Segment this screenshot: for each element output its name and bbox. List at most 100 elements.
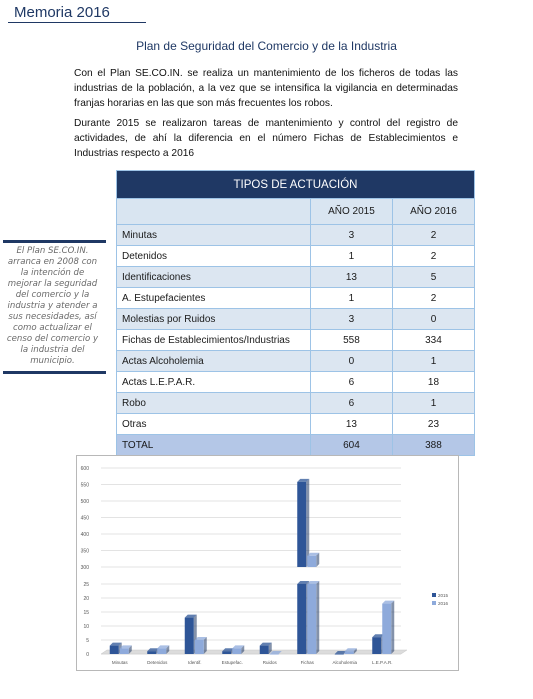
total-label: TOTAL [116,434,311,456]
table-header-empty [116,198,311,225]
sidebar-callout: El Plan SE.CO.IN. arranca en 2008 con la… [3,240,106,374]
bar-2016-side [203,637,207,654]
bar-2016-side [241,645,245,654]
row-value-2015: 13 [309,413,393,435]
bar-2016-top [194,637,207,640]
table-total-row: TOTAL 604 388 [116,434,476,456]
bar-2016-side [353,648,357,654]
table-row: Molestias por Ruidos 3 0 [116,308,476,330]
bar-2015-top [334,651,347,654]
bar-2015 [222,651,232,654]
table-header-row: AÑO 2015 AÑO 2016 [116,198,476,225]
row-value-2015: 0 [309,350,393,372]
column-header-2015: AÑO 2015 [309,198,393,225]
row-value-2015: 558 [309,329,393,351]
bar-2016 [119,648,129,654]
row-value-2016: 2 [391,245,476,267]
y-tick-label: 0 [86,652,89,658]
bar-2016-top [344,648,357,652]
bar-2016 [307,584,317,654]
table-row: Otras 13 23 [116,413,476,435]
row-label: Molestias por Ruidos [116,308,311,330]
table-row: Identificaciones 13 5 [116,266,476,288]
bar-2016-top [232,645,245,649]
y-tick-label: 300 [81,565,90,571]
table-row: Detenidos 1 2 [116,245,476,267]
y-tick-label: 350 [81,549,90,555]
bar-2016 [157,648,167,654]
table-row: Actas Alcoholemia 0 1 [116,350,476,372]
bar-2016-side [316,581,320,654]
row-label: Minutas [116,224,311,246]
header-underline [8,22,146,23]
bar-2016-top [307,581,320,584]
bar-2016-top [119,645,132,649]
bar-2015 [184,617,194,654]
sidebar-bottom-rule [3,371,106,374]
document-header-title: Memoria 2016 [14,4,110,21]
bar-2015-top [109,642,122,646]
legend-label: 2016 [438,601,449,606]
chart-frame [76,455,459,671]
row-value-2015: 6 [309,371,393,393]
bar-2015-top [297,581,310,584]
row-label: Identificaciones [116,266,311,288]
sidebar-top-rule [3,240,106,243]
bar-2016 [382,603,392,654]
x-tick-label: Ruidos [263,660,278,665]
bar-2015-top [222,648,235,652]
row-value-2015: 1 [309,287,393,309]
bar-2015 [372,637,382,654]
bar-2015 [334,654,344,655]
row-label: A. Estupefacientes [116,287,311,309]
row-label: Actas Alcoholemia [116,350,311,372]
row-value-2016: 2 [391,287,476,309]
x-tick-label: Alcoholemia [332,660,357,665]
row-label: Otras [116,413,311,435]
bar-2015-top [372,634,385,638]
bar-2015-top [184,614,197,618]
x-tick-label: Detenidos [147,660,168,665]
row-value-2016: 18 [391,371,476,393]
bar-2015-top [147,648,160,652]
actuaciones-bar-chart: 0 5 10 15 20 25 300 350 400 450 500 550 600 Minutas De… [81,466,449,665]
row-value-2015: 13 [309,266,393,288]
row-value-2016: 2 [391,224,476,246]
row-value-2016: 1 [391,350,476,372]
y-tick-label: 400 [81,532,90,538]
row-value-2016: 5 [391,266,476,288]
bar-2016 [232,648,242,654]
row-label: Fichas de Establecimientos/Industrias [116,329,311,351]
total-value-2015: 604 [309,434,393,456]
y-tick-label: 20 [83,596,89,602]
legend-label: 2015 [438,593,449,598]
bar-2016-side [128,645,132,654]
y-tick-label: 450 [81,516,90,522]
row-value-2015: 3 [309,224,393,246]
y-tick-label: 15 [83,610,89,616]
bar-2015-side [268,642,272,654]
legend-swatch [432,601,436,605]
bar-2016-top [382,600,395,604]
row-label: Robo [116,392,311,414]
section-title: Plan de Seguridad del Comercio y de la I… [136,39,397,53]
row-label: Actas L.E.P.A.R. [116,371,311,393]
x-tick-label: Minutas [112,660,129,665]
row-value-2015: 1 [309,245,393,267]
x-tick-label: Fichas [301,660,315,665]
maintenance-paragraph: Durante 2015 se realizaron tareas de man… [74,118,458,159]
bar-2016-side [166,645,170,654]
table-title: TIPOS DE ACTUACIÓN [116,170,475,199]
bar-2016-top [157,645,170,649]
bar-2016-side [316,552,320,567]
y-tick-label: 5 [86,638,89,644]
x-tick-label: L.E.P.A.R. [372,660,392,665]
bar-2016 [194,640,204,654]
row-value-2016: 334 [391,329,476,351]
table-row: Minutas 3 2 [116,224,476,246]
y-tick-label: 550 [81,483,90,489]
bar-2016-top [307,552,320,556]
column-header-2016: AÑO 2016 [391,198,476,225]
bar-2016-side [391,600,395,654]
bar-2015 [297,481,307,567]
